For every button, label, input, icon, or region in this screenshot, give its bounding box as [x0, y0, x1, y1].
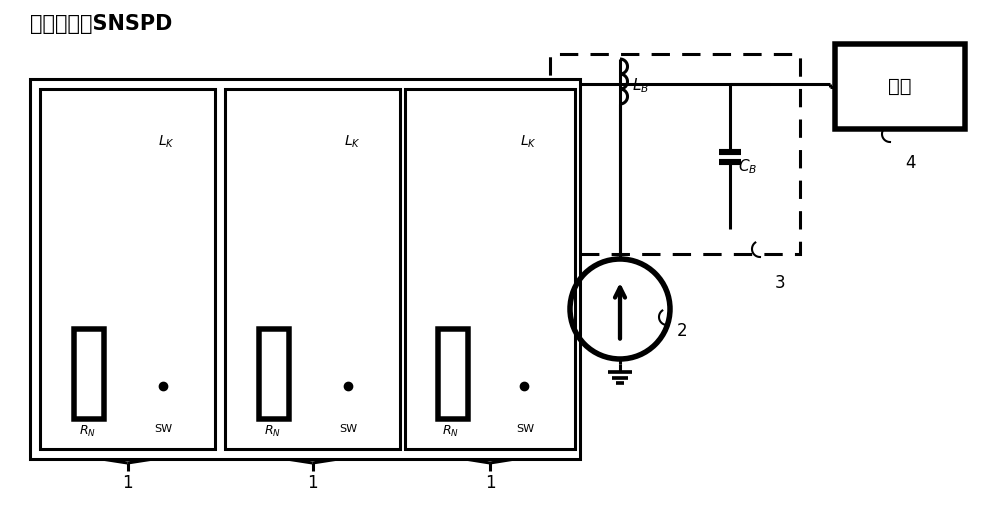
Text: $L_B$: $L_B$	[632, 77, 649, 95]
Text: $L_K$: $L_K$	[344, 134, 360, 150]
Text: $L_K$: $L_K$	[158, 134, 175, 150]
Bar	[550, 54, 800, 254]
Text: 并联连接的SNSPD: 并联连接的SNSPD	[30, 14, 172, 34]
Text: 2: 2	[677, 322, 688, 340]
Text: 读出: 读出	[888, 77, 912, 96]
Text: SW: SW	[154, 424, 173, 434]
Text: 4: 4	[905, 154, 916, 172]
Text: 1: 1	[307, 474, 318, 492]
Bar	[438, 329, 468, 419]
Text: $R_N$: $R_N$	[79, 424, 95, 439]
Bar	[30, 79, 580, 459]
Bar	[225, 89, 400, 449]
Text: SW: SW	[340, 424, 358, 434]
Text: $L_K$: $L_K$	[520, 134, 537, 150]
Bar	[405, 89, 575, 449]
Bar	[835, 44, 965, 129]
Text: 3: 3	[775, 274, 786, 292]
Bar	[74, 329, 104, 419]
Text: SW: SW	[516, 424, 534, 434]
Bar	[259, 329, 289, 419]
Text: $R_N$: $R_N$	[442, 424, 459, 439]
Text: 1: 1	[122, 474, 133, 492]
Text: $C_B$: $C_B$	[738, 157, 757, 176]
Text: $R_N$: $R_N$	[264, 424, 280, 439]
Bar	[40, 89, 215, 449]
Text: 1: 1	[485, 474, 495, 492]
